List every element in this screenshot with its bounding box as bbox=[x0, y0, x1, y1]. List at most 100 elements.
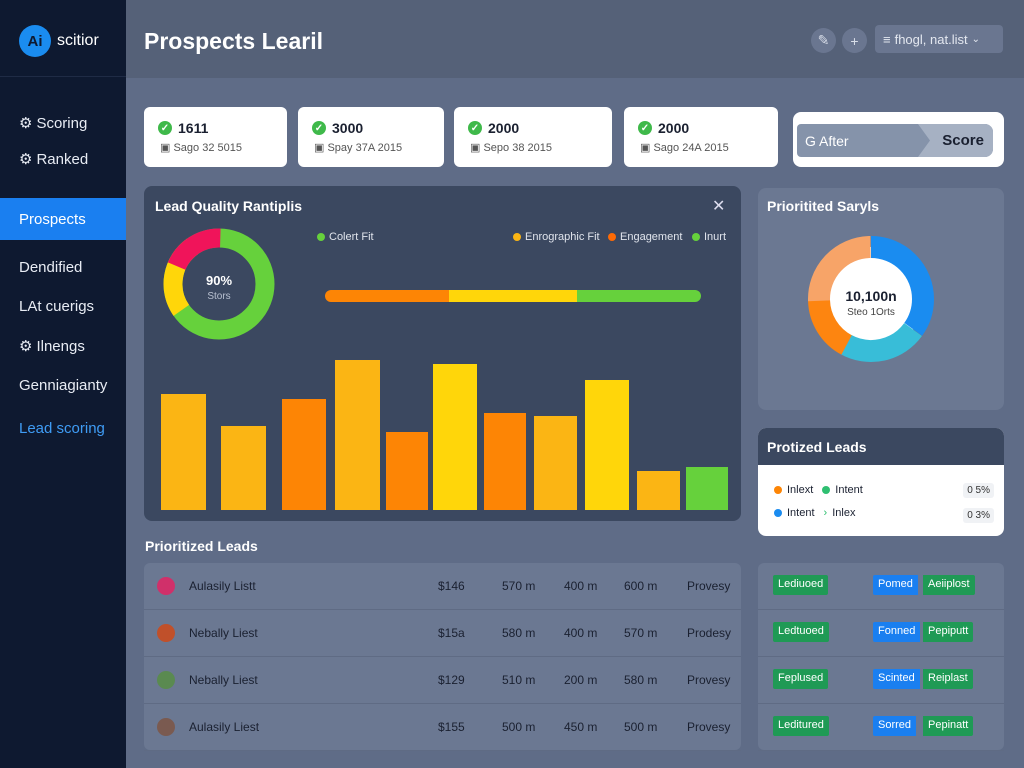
progress-segment-green bbox=[576, 290, 701, 302]
tag-row: Leditured Sorred Pepinatt bbox=[758, 704, 1004, 751]
lead-name: Aulasily Listt bbox=[189, 579, 256, 593]
sidebar: Ai scitior ⚙ Scoring ⚙ Ranked Prospects De… bbox=[0, 0, 126, 768]
bar-chart bbox=[161, 360, 728, 510]
lead-name: Nebally Liest bbox=[189, 626, 258, 640]
lead-col1: 580 m bbox=[502, 626, 536, 640]
list-item: Inlext Intent bbox=[774, 484, 863, 496]
legend-item: Engagement bbox=[608, 231, 682, 243]
page-title: Prospects Learil bbox=[144, 28, 323, 54]
table-row[interactable]: Aulasily Listt $146 570 m 400 m 600 m Pr… bbox=[144, 563, 741, 610]
lead-col2: 200 m bbox=[564, 673, 598, 687]
logo-badge: Ai bbox=[19, 25, 51, 57]
bar bbox=[335, 360, 380, 510]
table-row[interactable]: Nebally Liest $15a 580 m 400 m 570 m Pro… bbox=[144, 610, 741, 657]
pencil-icon: ✎ bbox=[817, 32, 830, 48]
plus-icon: + bbox=[850, 32, 859, 49]
status-badge[interactable]: Ledtuoed bbox=[773, 622, 829, 642]
panel-title: Lead Quality Rantiplis bbox=[155, 198, 303, 214]
status-badge[interactable]: Feplused bbox=[773, 669, 829, 689]
calendar-icon: ▣ bbox=[470, 142, 484, 154]
item-value: 0 3% bbox=[963, 508, 994, 523]
sidebar-item-scoring[interactable]: ⚙ Scoring bbox=[0, 103, 126, 143]
calendar-icon: ▣ bbox=[160, 142, 174, 154]
item-value: 0 5% bbox=[963, 483, 994, 498]
lead-status: Provesy bbox=[687, 579, 731, 593]
lead-price: $155 bbox=[438, 720, 465, 734]
sidebar-item-label: Lead scoring bbox=[19, 419, 105, 437]
lead-col3: 580 m bbox=[624, 673, 658, 687]
prioritized-panel: Protized Leads Inlext Intent 0 5% Intent ›… bbox=[758, 428, 1004, 536]
lead-col3: 600 m bbox=[624, 579, 658, 593]
legend-dot bbox=[317, 233, 325, 241]
sidebar-item-cuerigs[interactable]: LAt cuerigs bbox=[0, 286, 126, 326]
stat-date: Sepo 38 2015 bbox=[483, 142, 552, 154]
legend-dot bbox=[513, 233, 521, 241]
legend-dot bbox=[608, 233, 616, 241]
edit-button[interactable]: ✎ bbox=[811, 28, 836, 53]
check-icon: ✓ bbox=[158, 121, 172, 135]
check-icon: ✓ bbox=[638, 121, 652, 135]
list-select[interactable]: ≡ fhogl, nat.list ⌄ bbox=[875, 25, 1003, 53]
donut-segment-orange bbox=[808, 236, 934, 362]
table-row[interactable]: Nebally Liest $129 510 m 200 m 580 m Pro… bbox=[144, 657, 741, 704]
status-badge[interactable]: Pepinatt bbox=[923, 716, 974, 736]
stat-value: 2000 bbox=[658, 120, 690, 136]
status-badge[interactable]: Sorred bbox=[873, 716, 917, 736]
status-badge[interactable]: Lediuoed bbox=[773, 575, 829, 595]
quality-progress-bar bbox=[325, 290, 701, 302]
lead-status: Prodesy bbox=[687, 626, 732, 640]
bar bbox=[282, 399, 326, 510]
status-badge[interactable]: Fonned bbox=[873, 622, 921, 642]
gear-icon: ⚙ bbox=[19, 338, 33, 355]
legend-label: Engagement bbox=[620, 231, 683, 243]
bar bbox=[433, 364, 477, 510]
legend-item: Inurt bbox=[692, 231, 726, 243]
sidebar-item-label: Prospects bbox=[19, 210, 86, 228]
item-label: Inlex bbox=[832, 507, 856, 519]
item-label: Intent bbox=[787, 507, 815, 519]
sidebar-item-label: Ilnengs bbox=[36, 337, 85, 355]
donut-segment-pink bbox=[163, 228, 275, 340]
tag-row: Lediuoed Pomed Aeiiplost bbox=[758, 563, 1004, 610]
lead-price: $15a bbox=[438, 626, 465, 640]
lead-col2: 400 m bbox=[564, 579, 598, 593]
avatar bbox=[157, 718, 175, 736]
sidebar-item-genniagianty[interactable]: Genniagianty bbox=[0, 365, 126, 405]
calendar-icon: ▣ bbox=[314, 142, 328, 154]
bar bbox=[484, 413, 526, 510]
score-button[interactable]: Score bbox=[918, 124, 993, 157]
add-button[interactable]: + bbox=[842, 28, 867, 53]
avatar bbox=[157, 671, 175, 689]
donut-label: Stors bbox=[207, 291, 231, 302]
chevron-right-icon: › bbox=[823, 507, 828, 519]
lead-col1: 500 m bbox=[502, 720, 536, 734]
sidebar-item-prospects[interactable]: Prospects bbox=[0, 198, 126, 240]
stat-value: 1611 bbox=[178, 120, 209, 136]
score-filter: G After Score bbox=[793, 112, 1004, 167]
close-icon[interactable]: ✕ bbox=[712, 198, 726, 215]
legend-label: Enrographic Fit bbox=[525, 231, 600, 243]
status-badge[interactable]: Scinted bbox=[873, 669, 920, 689]
sidebar-item-dendified[interactable]: Dendified bbox=[0, 247, 126, 287]
logo-text: scitior bbox=[57, 32, 99, 49]
filter-input-value: G After bbox=[805, 133, 849, 149]
quality-donut bbox=[163, 228, 275, 340]
stat-card: ✓ 2000 ▣ Sepo 38 2015 bbox=[454, 107, 612, 167]
lead-col3: 570 m bbox=[624, 626, 658, 640]
sidebar-item-ilnengs[interactable]: ⚙ Ilnengs bbox=[0, 326, 126, 366]
donut-value: 90% bbox=[205, 273, 233, 288]
status-badge[interactable]: Pomed bbox=[873, 575, 918, 595]
status-badge[interactable]: Aeiiplost bbox=[923, 575, 975, 595]
filter-input[interactable]: G After Score bbox=[797, 124, 993, 157]
stat-date: Sago 24A 2015 bbox=[653, 142, 729, 154]
stat-card: ✓ 3000 ▣ Spay 37A 2015 bbox=[298, 107, 444, 167]
table-row[interactable]: Aulasily Liest $155 500 m 450 m 500 m Pr… bbox=[144, 704, 741, 751]
status-badge[interactable]: Pepiputt bbox=[923, 622, 974, 642]
legend-item: Enrographic Fit bbox=[513, 231, 600, 243]
status-badge[interactable]: Reiplast bbox=[923, 669, 973, 689]
leads-table: Aulasily Listt $146 570 m 400 m 600 m Pr… bbox=[144, 563, 741, 751]
sidebar-item-lead-scoring[interactable]: Lead scoring bbox=[0, 408, 126, 448]
status-badge[interactable]: Leditured bbox=[773, 716, 829, 736]
sidebar-item-ranked[interactable]: ⚙ Ranked bbox=[0, 139, 126, 179]
sidebar-item-label: Genniagianty bbox=[19, 376, 108, 394]
